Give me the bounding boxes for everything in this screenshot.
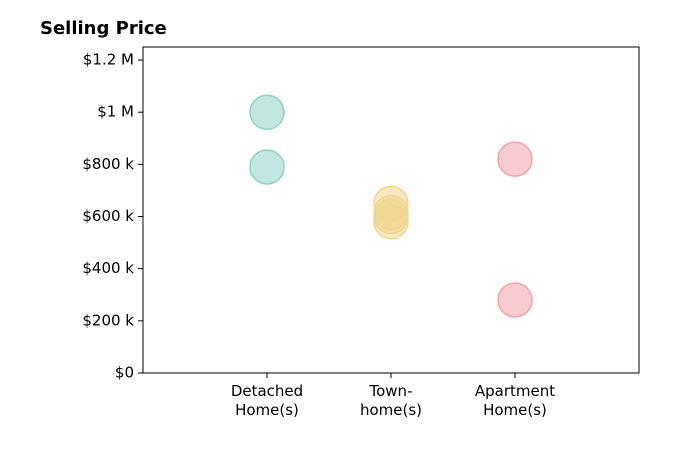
point: [249, 149, 285, 185]
x-tick-label: Apartment Home(s): [474, 382, 556, 419]
x-tick-label: Detached Home(s): [230, 382, 304, 419]
point: [497, 282, 533, 318]
y-tick-label: $1 M: [97, 103, 134, 121]
point: [497, 141, 533, 177]
chart-title: Selling Price: [40, 18, 167, 39]
y-tick-label: $200 k: [82, 311, 134, 329]
y-tick-label: $800 k: [82, 155, 134, 173]
y-tick-label: $600 k: [82, 207, 134, 225]
point: [249, 94, 285, 130]
y-tick-label: $400 k: [82, 259, 134, 277]
y-tick-label: $1.2 M: [83, 51, 134, 69]
point: [373, 203, 409, 240]
x-tick-label: Town- home(s): [359, 382, 423, 419]
y-tick-label: $0: [115, 364, 134, 382]
